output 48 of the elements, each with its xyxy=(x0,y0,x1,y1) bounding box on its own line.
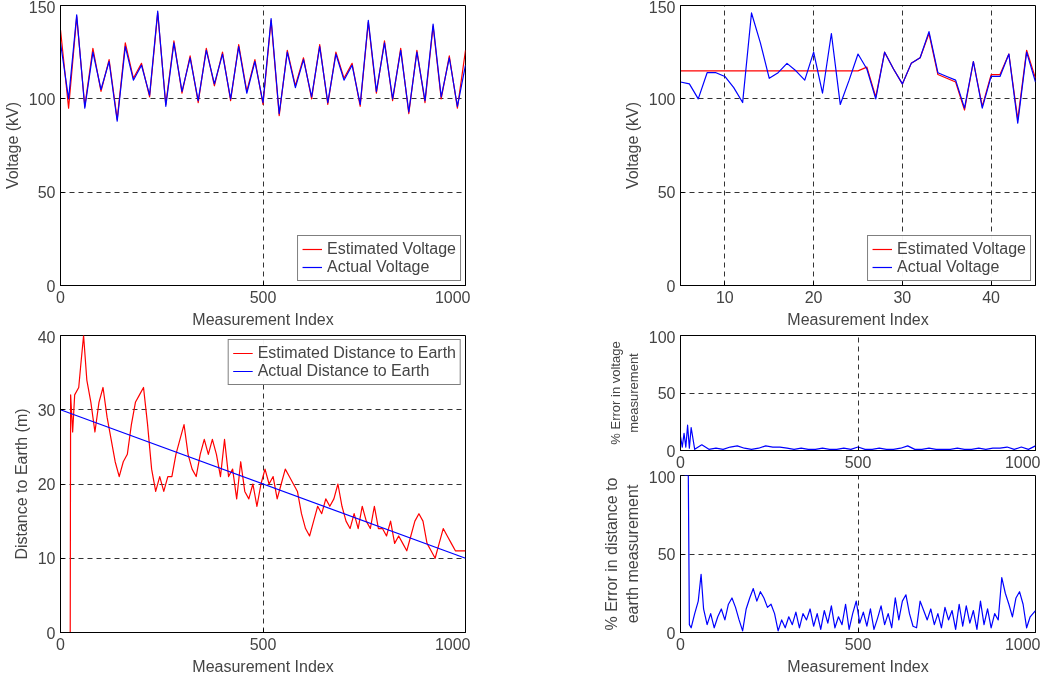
x-tick-label: 10 xyxy=(715,288,734,306)
x-axis-title: Measurement Index xyxy=(192,657,334,675)
y-tick-label: 20 xyxy=(37,476,56,493)
y-tick-label: 150 xyxy=(648,0,676,16)
y-tick-label: 50 xyxy=(657,546,676,563)
x-tick-label: 500 xyxy=(249,635,277,653)
legend-label: Actual Voltage xyxy=(897,258,1000,276)
y-axis-title: Distance to Earth (m) xyxy=(12,408,30,560)
y-tick-label: 150 xyxy=(28,0,56,16)
y-tick-label: 10 xyxy=(37,550,56,568)
legend-label: Estimated Voltage xyxy=(897,240,1026,258)
x-axis-title: Measurement Index xyxy=(192,310,334,328)
y-axis-title: % Error in voltage measurement xyxy=(607,341,641,445)
x-tick-label: 1000 xyxy=(434,635,471,653)
y-tick-label: 50 xyxy=(657,385,676,402)
y-tick-label: 0 xyxy=(666,442,676,460)
x-tick-label: 500 xyxy=(249,288,277,306)
y-tick-label: 100 xyxy=(648,468,676,486)
legend-label: Actual Distance to Earth xyxy=(257,362,430,380)
y-tick-label: 30 xyxy=(37,401,56,419)
y-tick-label: 100 xyxy=(648,328,676,346)
x-tick-label: 40 xyxy=(982,288,1001,306)
x-tick-label: 30 xyxy=(893,288,912,306)
y-tick-label: 0 xyxy=(46,624,56,642)
line-series xyxy=(680,12,1036,124)
x-tick-label: 1000 xyxy=(1004,635,1041,653)
x-tick-label: 500 xyxy=(844,453,872,471)
y-axis-title: Voltage (kV) xyxy=(3,101,21,190)
y-tick-label: 0 xyxy=(666,624,676,642)
y-tick-label: 100 xyxy=(28,90,56,108)
line-series xyxy=(680,475,1036,632)
y-axis-title: % Error in distance to earth measurement xyxy=(603,477,641,631)
y-axis-title: Voltage (kV) xyxy=(623,101,641,190)
legend-label: Actual Voltage xyxy=(327,258,430,276)
x-tick-label: 1000 xyxy=(434,288,471,306)
y-tick-label: 0 xyxy=(666,277,676,295)
y-tick-label: 50 xyxy=(37,184,56,202)
x-tick-label: 20 xyxy=(804,288,823,306)
x-axis-title: Measurement Index xyxy=(787,657,929,675)
legend-label: Estimated Distance to Earth xyxy=(257,344,456,362)
y-tick-label: 100 xyxy=(648,90,676,108)
y-tick-label: 40 xyxy=(37,328,56,346)
x-tick-label: 500 xyxy=(844,635,872,653)
x-tick-label: 1000 xyxy=(1004,453,1041,471)
y-tick-label: 50 xyxy=(657,184,676,202)
y-tick-label: 0 xyxy=(46,277,56,295)
legend-label: Estimated Voltage xyxy=(327,240,456,258)
x-axis-title: Measurement Index xyxy=(787,310,929,328)
